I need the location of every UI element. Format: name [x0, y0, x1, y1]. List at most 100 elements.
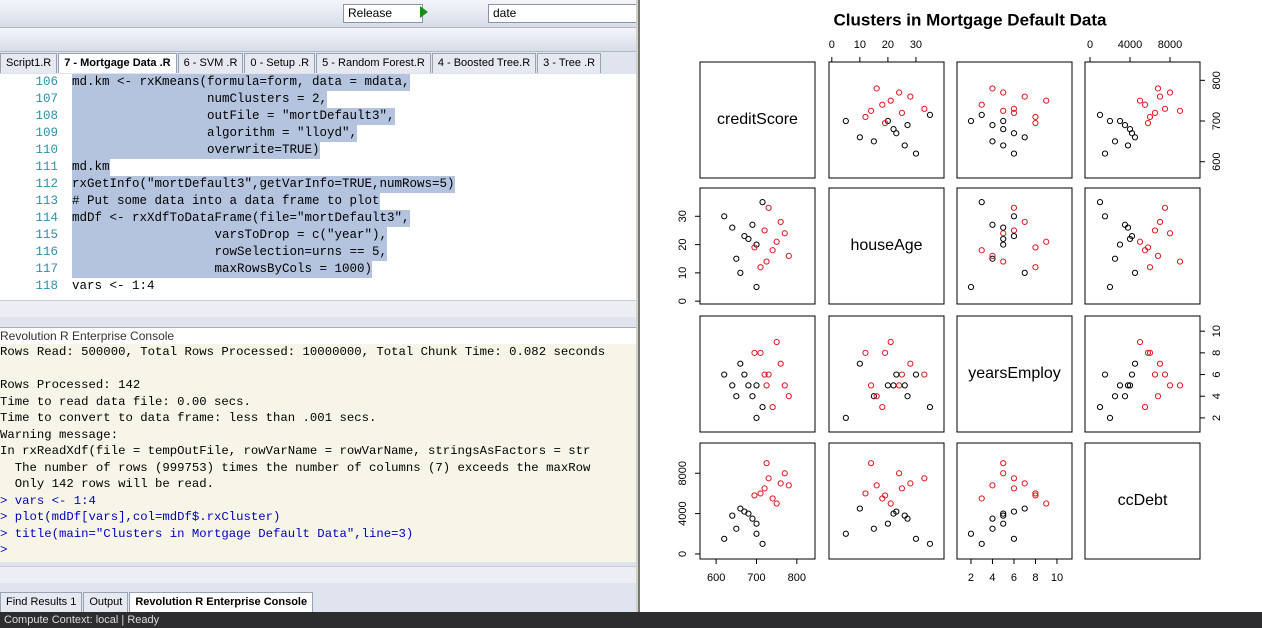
h-scrollbar[interactable] — [0, 300, 636, 317]
point — [733, 525, 740, 532]
config-combo[interactable]: Release — [343, 4, 423, 23]
point — [901, 512, 908, 519]
point — [901, 382, 908, 389]
doc-tab[interactable]: 7 - Mortgage Data .R — [58, 53, 177, 73]
point — [856, 134, 863, 141]
doc-tab[interactable]: Script1.R — [0, 53, 58, 73]
doc-tabs: Script1.R 7 - Mortgage Data .R 6 - SVM .R 0… — [0, 53, 602, 73]
console[interactable]: Rows Read: 500000, Total Rows Processed:… — [0, 344, 636, 562]
code-line: 113 # Put some data into a data frame to … — [0, 193, 636, 210]
point — [907, 93, 914, 100]
point — [1010, 535, 1018, 542]
point — [1000, 512, 1007, 519]
point — [745, 382, 752, 389]
line-number: 107 — [35, 92, 58, 106]
code-line: 108 outFile = "mortDefault3", — [0, 108, 636, 125]
point — [773, 238, 780, 245]
point — [1021, 134, 1028, 141]
chart: Clusters in Mortgage Default Data credit… — [677, 10, 1223, 584]
point — [781, 230, 788, 237]
x-tick-label: 700 — [747, 572, 765, 584]
point — [1161, 105, 1169, 112]
point — [881, 349, 889, 356]
point — [1131, 269, 1139, 276]
chart-title: Clusters in Mortgage Default Data — [834, 10, 1108, 29]
panel-tab[interactable]: Revolution R Enterprise Console — [129, 592, 314, 612]
point — [1000, 117, 1007, 125]
point — [749, 393, 756, 400]
code-line: 117 maxRowsByCols = 1000) — [0, 261, 636, 278]
line-number: 111 — [35, 160, 58, 174]
point — [1131, 134, 1139, 141]
point — [890, 382, 897, 389]
x-tick-label: 0 — [1087, 39, 1093, 51]
point — [1101, 371, 1109, 378]
point — [884, 520, 892, 527]
console-line: Time to convert to data frame: less than… — [0, 411, 377, 425]
line-number: 106 — [35, 75, 58, 89]
point — [769, 247, 776, 254]
point — [912, 150, 920, 157]
point — [867, 382, 875, 389]
doc-tab[interactable]: 3 - Tree .R — [537, 53, 602, 73]
point — [926, 111, 934, 119]
code-editor[interactable]: 106 md.km <- rxKmeans(formula=form, data … — [0, 74, 636, 300]
point — [1131, 360, 1139, 367]
point — [1101, 150, 1109, 157]
point — [978, 111, 985, 119]
panel-tab[interactable]: Find Results 1 — [0, 592, 83, 612]
point — [1154, 393, 1162, 400]
point — [893, 371, 900, 378]
console-line: In rxReadXdf(file = tempOutFile, rowVarN… — [0, 444, 591, 458]
point — [870, 393, 877, 400]
point — [879, 403, 886, 411]
point — [870, 525, 877, 532]
doc-tab[interactable]: 0 - Setup .R — [244, 53, 316, 73]
point — [769, 403, 776, 411]
console-scrollbar[interactable] — [0, 566, 636, 583]
point — [777, 218, 784, 226]
point — [1166, 382, 1174, 389]
x-tick-label: 4 — [989, 572, 995, 584]
point — [1000, 460, 1007, 467]
point — [1021, 480, 1028, 487]
panel — [828, 315, 945, 433]
point — [898, 485, 906, 492]
point — [759, 403, 766, 411]
point — [873, 482, 880, 489]
panel — [828, 442, 945, 560]
point — [1154, 252, 1162, 260]
doc-tab[interactable]: 4 - Boosted Tree.R — [431, 53, 537, 73]
point — [1010, 105, 1018, 112]
point — [1124, 382, 1132, 389]
doc-tab[interactable]: 5 - Random Forest.R — [316, 53, 431, 73]
point — [904, 121, 911, 129]
y-tick-label: 20 — [677, 238, 689, 250]
line-number: 116 — [35, 245, 58, 259]
point — [745, 235, 752, 243]
point — [1096, 403, 1104, 411]
point — [887, 338, 894, 346]
y-tick-label: 2 — [1211, 415, 1223, 421]
point — [978, 199, 985, 206]
target-combo[interactable]: date — [488, 4, 636, 23]
point — [978, 495, 985, 502]
point — [967, 530, 975, 537]
point — [989, 255, 996, 262]
panel — [956, 442, 1073, 560]
panel-tab[interactable]: Output — [83, 592, 129, 612]
code-text: vars <- 1:4 — [72, 279, 155, 293]
line-number: 112 — [35, 177, 58, 191]
point — [1032, 244, 1039, 251]
point — [989, 252, 996, 260]
point — [1000, 107, 1007, 114]
point — [765, 371, 772, 378]
doc-tab[interactable]: 6 - SVM .R — [177, 53, 244, 73]
x-tick-label: 2 — [968, 572, 974, 584]
point — [856, 360, 863, 367]
point — [1021, 505, 1028, 512]
point — [781, 382, 788, 389]
point — [737, 269, 744, 276]
point — [926, 540, 934, 547]
run-button[interactable] — [420, 6, 428, 18]
